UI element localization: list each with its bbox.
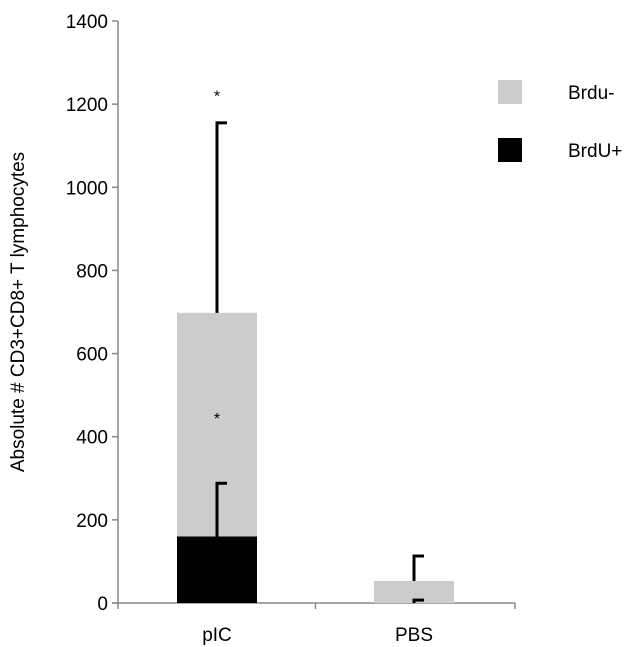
y-tick-label: 1000 xyxy=(66,178,108,199)
significance-asterisk: * xyxy=(214,411,220,428)
y-tick-label: 0 xyxy=(97,594,108,615)
legend-swatch xyxy=(498,138,522,162)
y-tick-label: 400 xyxy=(76,428,108,449)
legend-label: BrdU+ xyxy=(568,141,622,162)
legend-swatch xyxy=(498,80,522,104)
bars xyxy=(177,312,454,603)
bar-brdu--pbs xyxy=(374,580,454,603)
x-tick-label: pIC xyxy=(202,625,232,646)
y-tick-label: 800 xyxy=(76,261,108,282)
annotations: ** xyxy=(214,89,220,428)
y-axis-label: Absolute # CD3+CD8+ T lymphocytes xyxy=(8,152,29,472)
legend: Brdu- BrdU+ xyxy=(498,80,622,162)
y-tick-label: 600 xyxy=(76,345,108,366)
x-tick-label: PBS xyxy=(395,625,433,646)
legend-label: Brdu- xyxy=(568,83,614,104)
axes: 0 200 400 600 800 1000 1200 1400 pIC PBS xyxy=(66,12,516,646)
y-tick-label: 1400 xyxy=(66,12,108,33)
bar-brdu--pic xyxy=(177,536,257,603)
y-tick-label: 1200 xyxy=(66,95,108,116)
error-bars xyxy=(215,121,424,603)
y-tick-label: 200 xyxy=(76,511,108,532)
significance-asterisk: * xyxy=(214,89,220,106)
